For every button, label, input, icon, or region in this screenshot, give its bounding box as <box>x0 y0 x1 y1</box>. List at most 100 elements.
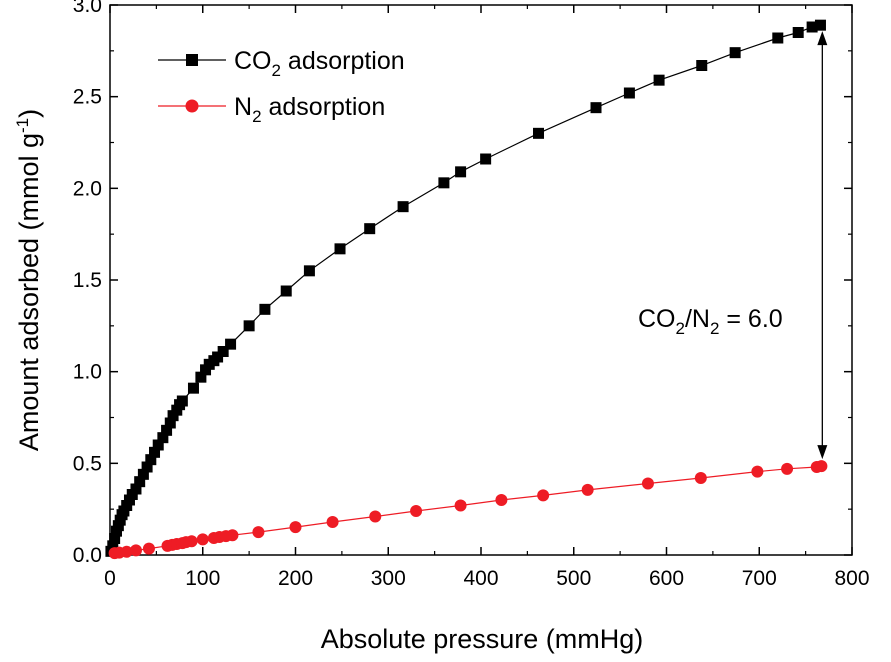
legend-co2-label: CO2 adsorption <box>234 47 405 80</box>
co2-data-point <box>243 320 255 332</box>
co2-data-point <box>164 417 176 429</box>
n2-data-point <box>781 462 794 475</box>
co2-data-point <box>137 468 149 480</box>
co2-data-point <box>217 346 229 357</box>
co2-data-point <box>176 395 188 407</box>
co2-data-point <box>364 223 376 235</box>
annot-co2: CO <box>638 305 676 333</box>
legend-co2-main: CO <box>234 47 272 75</box>
y-tick-label: 1.5 <box>73 269 102 292</box>
n2-data-point <box>495 494 508 506</box>
legend: CO2 adsorption N2 adsorption <box>158 47 405 126</box>
y-tick-label: 2.0 <box>73 177 102 200</box>
n2-data-point <box>694 472 707 484</box>
co2-data-point <box>438 177 450 189</box>
legend-n2-main: N <box>234 93 252 121</box>
co2-data-point <box>114 514 126 526</box>
co2-data-point <box>696 60 708 71</box>
n2-data-point <box>289 521 302 534</box>
co2-data-point <box>653 74 665 86</box>
n2-data-point <box>815 460 828 473</box>
n2-data-point <box>454 499 467 512</box>
co2-data-point <box>814 19 826 31</box>
co2-data-point <box>533 127 545 139</box>
co2-data-point <box>455 166 467 178</box>
x-tick-label: 600 <box>649 567 684 590</box>
legend-n2-marker <box>185 99 199 113</box>
co2-data-point <box>195 371 207 383</box>
co2-data-point <box>157 432 169 444</box>
n2-data-point <box>252 526 265 539</box>
co2-data-point <box>729 47 741 59</box>
n2-data-point <box>641 477 654 490</box>
legend-n2-sub: 2 <box>252 107 261 126</box>
x-tick-label: 0 <box>104 567 116 590</box>
co2-data-point <box>280 285 292 297</box>
co2-data-point <box>152 439 164 451</box>
n2-data-point <box>120 545 133 558</box>
selectivity-arrow-head-up <box>817 31 828 46</box>
plot-area: 0 100 200 300 400 500 600 700 800 0.0 0.5 1.0 1.5 2.0… <box>73 0 870 590</box>
n2-data-point <box>581 483 594 496</box>
n2-data-point <box>410 505 423 517</box>
co2-data-point <box>107 540 119 552</box>
co2-data-point <box>806 21 818 33</box>
co2-data-point <box>225 338 237 350</box>
legend-co2-marker <box>186 54 198 66</box>
n2-data-point <box>185 535 198 548</box>
co2-data-point <box>212 351 224 363</box>
y-tick-label: 3.0 <box>73 0 102 17</box>
selectivity-annotation: CO2/N2 = 6.0 <box>638 305 783 338</box>
plot-frame <box>109 4 853 556</box>
n2-data-point <box>196 533 209 546</box>
annot-n2-sub: 2 <box>710 319 719 338</box>
co2-data-point <box>772 32 784 44</box>
selectivity-arrow-head-down <box>817 445 828 460</box>
x-tick-label: 400 <box>463 567 498 590</box>
n2-data-point <box>129 544 142 557</box>
co2-data-point <box>397 201 409 213</box>
legend-co2-sub: 2 <box>272 61 281 80</box>
co2-data-point <box>145 454 157 466</box>
legend-n2-label: N2 adsorption <box>234 93 385 126</box>
co2-data-point <box>149 446 161 458</box>
co2-data-point <box>187 382 199 394</box>
co2-data-point <box>134 476 146 488</box>
n2-data-point <box>326 516 339 528</box>
co2-data-point <box>161 424 173 436</box>
x-tick-label: 200 <box>278 567 313 590</box>
annot-n2: /N <box>685 305 710 333</box>
x-tick-label: 700 <box>742 567 777 590</box>
x-tick-label: 300 <box>371 567 406 590</box>
legend-n2-tail: adsorption <box>262 93 386 121</box>
n2-data-point <box>537 489 550 502</box>
y-tick-label: 0.0 <box>73 544 102 567</box>
y-tick-label: 0.5 <box>73 452 102 475</box>
co2-data-point <box>141 461 153 473</box>
co2-data-point <box>109 533 121 544</box>
co2-data-point <box>623 87 635 99</box>
x-tick-label: 500 <box>556 567 591 590</box>
y-axis-title: Amount adsorbed (mmol g-1) <box>13 109 44 451</box>
y-axis-title-sup: -1 <box>13 118 32 133</box>
n2-data-point <box>226 529 239 542</box>
y-axis-title-main: Amount adsorbed (mmol g <box>14 133 44 451</box>
x-tick-label: 800 <box>834 567 869 590</box>
co2-data-point <box>334 243 346 255</box>
co2-data-point <box>590 102 602 114</box>
y-tick-label: 1.0 <box>73 361 102 384</box>
series-line-co2 <box>110 24 821 552</box>
annot-co2-sub: 2 <box>676 319 685 338</box>
n2-data-point <box>369 510 382 523</box>
y-axis-title-close: ) <box>14 109 44 118</box>
co2-data-point <box>480 153 492 165</box>
n2-data-point <box>142 542 155 555</box>
legend-co2-tail: adsorption <box>281 47 405 75</box>
y-tick-label: 2.5 <box>73 86 102 109</box>
co2-data-point <box>792 27 804 38</box>
n2-data-point <box>751 465 764 478</box>
x-tick-label: 100 <box>185 567 220 590</box>
co2-data-point <box>303 265 315 277</box>
x-axis-title: Absolute pressure (mmHg) <box>321 624 644 654</box>
